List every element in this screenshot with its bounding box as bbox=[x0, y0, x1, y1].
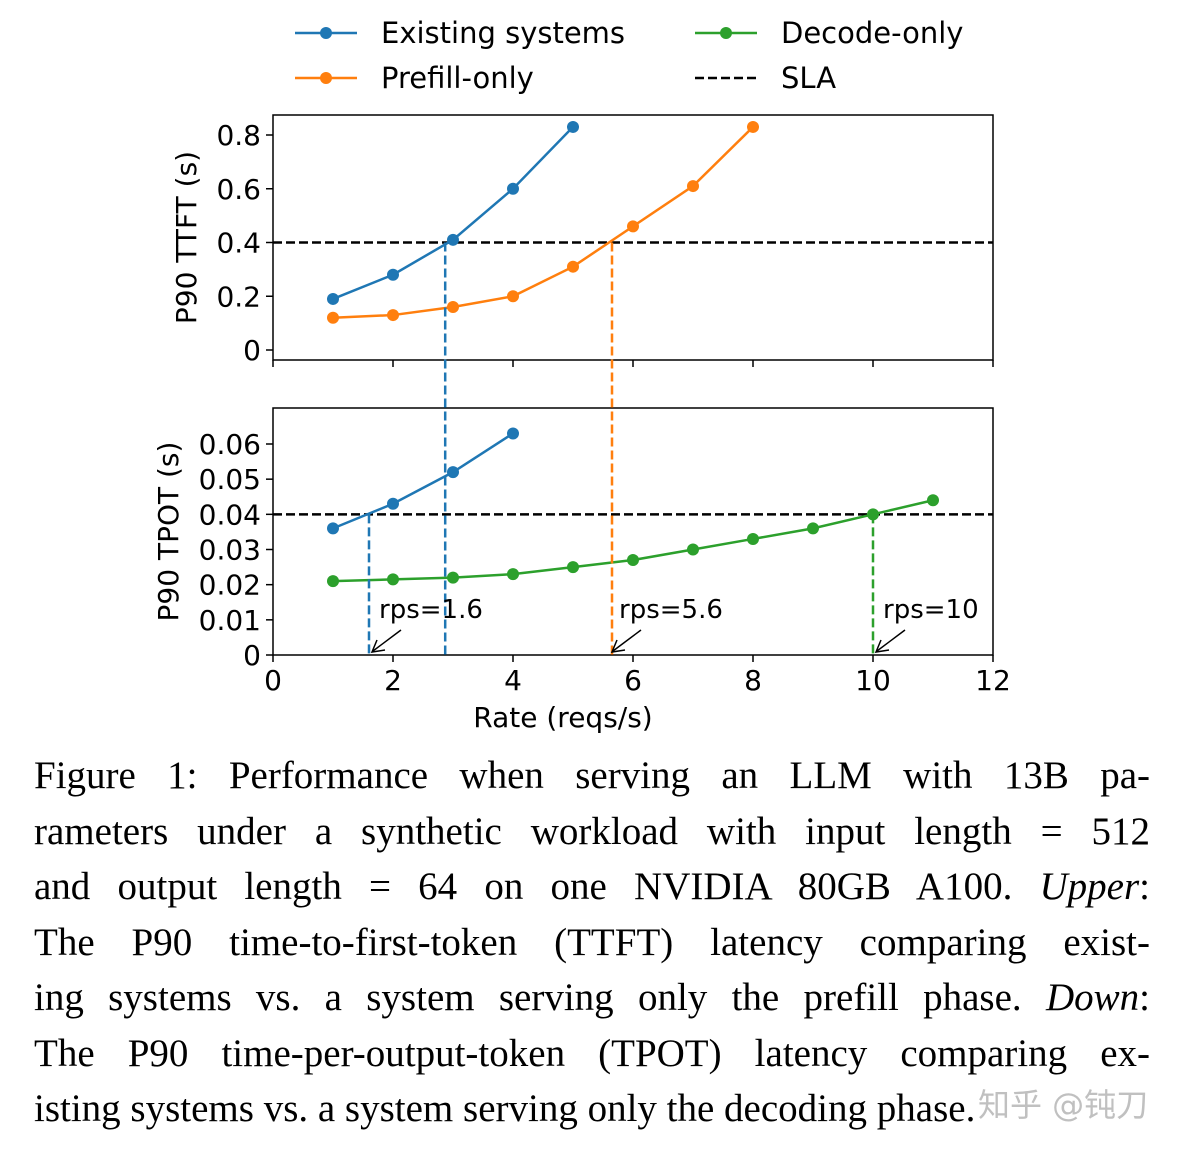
caption-line: The P90 time-to-first-token (TTFT) laten… bbox=[34, 915, 1150, 971]
caption-text: rameters under a synthetic workload with… bbox=[34, 809, 1150, 853]
caption-text: Down bbox=[1045, 976, 1140, 1019]
caption-text: Upper bbox=[1039, 865, 1140, 908]
x-tick-label: 10 bbox=[855, 664, 891, 697]
data-point bbox=[507, 568, 519, 581]
caption-text: The P90 time-to-first-token (TTFT) laten… bbox=[34, 920, 1150, 964]
data-point bbox=[327, 311, 339, 324]
data-point bbox=[807, 522, 819, 535]
arrow-head-icon bbox=[610, 639, 626, 653]
x-tick-label: 2 bbox=[384, 664, 402, 697]
data-point bbox=[567, 120, 579, 133]
x-tick-label: 12 bbox=[975, 664, 1011, 697]
watermark: 知乎 @钝刀 bbox=[978, 1086, 1149, 1124]
data-point bbox=[747, 532, 759, 545]
legend-label: SLA bbox=[781, 61, 836, 95]
annotation-arrow bbox=[876, 629, 906, 652]
x-axis-label: Rate (reqs/s) bbox=[473, 701, 652, 734]
caption-line: isting systems vs. a system serving only… bbox=[34, 1081, 1150, 1137]
caption-text: ing systems vs. a system serving only th… bbox=[34, 976, 1046, 1019]
data-point bbox=[507, 182, 519, 195]
caption-text: : bbox=[1139, 865, 1150, 908]
legend-label: Existing systems bbox=[381, 16, 625, 50]
x-tick-label: 8 bbox=[744, 664, 762, 697]
legend-label: Decode-only bbox=[781, 16, 963, 50]
y-axis-label: P90 TPOT (s) bbox=[152, 442, 185, 622]
data-point bbox=[747, 120, 759, 133]
y-tick-label: 0.03 bbox=[199, 534, 261, 567]
y-tick-label: 0 bbox=[243, 639, 261, 672]
y-tick-label: 0 bbox=[243, 334, 261, 367]
data-point bbox=[927, 494, 939, 507]
y-tick-label: 0.2 bbox=[216, 280, 261, 313]
series-line bbox=[332, 499, 934, 583]
data-point bbox=[627, 220, 639, 233]
caption-line: ing systems vs. a system serving only th… bbox=[34, 970, 1150, 1026]
caption-line: Figure 1: Performance when serving an LL… bbox=[34, 748, 1150, 804]
figure-caption: Figure 1: Performance when serving an LL… bbox=[34, 748, 1150, 1137]
annotation-label: rps=5.6 bbox=[619, 595, 723, 625]
data-point bbox=[387, 573, 399, 586]
y-tick-label: 0.01 bbox=[199, 604, 261, 637]
data-point bbox=[387, 497, 399, 510]
caption-line: rameters under a synthetic workload with… bbox=[34, 804, 1150, 860]
series-line bbox=[332, 126, 754, 319]
data-point bbox=[627, 554, 639, 567]
data-point bbox=[567, 260, 579, 273]
data-point bbox=[687, 543, 699, 556]
y-tick-label: 0.6 bbox=[216, 173, 261, 206]
caption-text: isting systems vs. a system serving only… bbox=[34, 1087, 976, 1130]
arrow-head-icon bbox=[874, 639, 890, 653]
data-point bbox=[327, 575, 339, 588]
data-point bbox=[447, 571, 459, 584]
caption-line: and output length = 64 on one NVIDIA 80G… bbox=[34, 859, 1150, 915]
annotation-label: rps=1.6 bbox=[379, 595, 483, 625]
y-tick-label: 0.04 bbox=[199, 498, 261, 531]
data-point bbox=[507, 290, 519, 303]
data-point bbox=[687, 180, 699, 193]
caption-text: : bbox=[1139, 976, 1150, 1019]
series-line bbox=[332, 432, 514, 530]
data-point bbox=[447, 466, 459, 479]
data-point bbox=[567, 561, 579, 574]
annotation-label: rps=10 bbox=[883, 595, 979, 625]
legend-marker-icon bbox=[320, 72, 332, 84]
y-tick-label: 0.06 bbox=[199, 428, 261, 461]
y-tick-label: 0.02 bbox=[199, 569, 261, 602]
annotation-arrow bbox=[372, 629, 402, 652]
series-line bbox=[332, 126, 574, 301]
data-point bbox=[327, 292, 339, 305]
plot-frame bbox=[272, 114, 994, 361]
y-tick-label: 0.8 bbox=[216, 119, 261, 152]
caption-text: The P90 time-per-output-token (TPOT) lat… bbox=[34, 1031, 1150, 1075]
legend-marker-icon bbox=[320, 27, 332, 39]
data-point bbox=[447, 233, 459, 246]
arrow-head-icon bbox=[370, 639, 386, 653]
y-axis-label: P90 TTFT (s) bbox=[170, 151, 203, 324]
data-point bbox=[507, 427, 519, 440]
x-tick-label: 4 bbox=[504, 664, 522, 697]
caption-text: and output length = 64 on one NVIDIA 80G… bbox=[34, 865, 1040, 908]
data-point bbox=[327, 522, 339, 535]
legend-label: Prefill-only bbox=[381, 61, 534, 95]
y-tick-label: 0.05 bbox=[199, 463, 261, 496]
data-point bbox=[387, 268, 399, 281]
y-tick-label: 0.4 bbox=[216, 227, 261, 260]
caption-text: Figure 1: Performance when serving an LL… bbox=[34, 754, 1150, 797]
x-tick-label: 0 bbox=[264, 664, 282, 697]
caption-line: The P90 time-per-output-token (TPOT) lat… bbox=[34, 1026, 1150, 1082]
legend-marker-icon bbox=[720, 27, 732, 39]
annotation-arrow bbox=[612, 629, 642, 652]
data-point bbox=[447, 301, 459, 313]
x-tick-label: 6 bbox=[624, 664, 642, 697]
data-point bbox=[387, 309, 399, 322]
